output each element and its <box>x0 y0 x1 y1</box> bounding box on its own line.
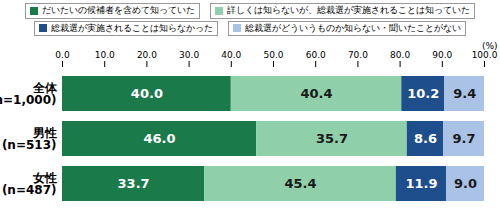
svg-text:46.0: 46.0 <box>144 131 176 146</box>
svg-text:80.0: 80.0 <box>390 50 410 60</box>
svg-text:100.0: 100.0 <box>472 50 498 60</box>
svg-text:90.0: 90.0 <box>432 50 452 60</box>
html-text:総裁選がどういうものか知らない・聞いたことがない: 総裁選がどういうものか知らない・聞いたことがない <box>245 22 461 33</box>
svg-text:9.4: 9.4 <box>453 86 476 101</box>
svg-text:45.4: 45.4 <box>284 176 316 191</box>
html-text:だいたいの候補者を含めて知っていた: だいたいの候補者を含めて知っていた <box>42 5 195 16</box>
svg-text:8.6: 8.6 <box>414 131 437 146</box>
svg-text:10.0: 10.0 <box>95 50 115 60</box>
svg-text:11.9: 11.9 <box>405 176 437 191</box>
svg-text:40.4: 40.4 <box>301 86 333 101</box>
svg-text:0.0: 0.0 <box>55 50 70 60</box>
svg-text:20.0: 20.0 <box>137 50 157 60</box>
svg-text:50.0: 50.0 <box>263 50 283 60</box>
svg-text:9.7: 9.7 <box>453 131 476 146</box>
svg-text:35.7: 35.7 <box>316 131 348 146</box>
html-text:詳しくは知らないが、総裁選が実施されることは知っていた: 詳しくは知らないが、総裁選が実施されることは知っていた <box>227 5 470 16</box>
svg-text:40.0: 40.0 <box>131 86 163 101</box>
svg-text:9.0: 9.0 <box>454 176 477 191</box>
svg-text:33.7: 33.7 <box>118 176 150 191</box>
svg-text:10.2: 10.2 <box>407 86 439 101</box>
svg-text:(%): (%) <box>482 41 498 51</box>
svg-text:女性(n=487): 女性(n=487) <box>2 171 57 197</box>
html-text:総裁選が実施されることは知らなかった: 総裁選が実施されることは知らなかった <box>51 22 213 33</box>
svg-text:30.0: 30.0 <box>179 50 199 60</box>
svg-text:全体(n=1,000): 全体(n=1,000) <box>0 81 58 107</box>
svg-text:男性(n=513): 男性(n=513) <box>2 126 57 152</box>
svg-text:70.0: 70.0 <box>348 50 368 60</box>
svg-text:60.0: 60.0 <box>306 50 326 60</box>
svg-text:40.0: 40.0 <box>221 50 241 60</box>
